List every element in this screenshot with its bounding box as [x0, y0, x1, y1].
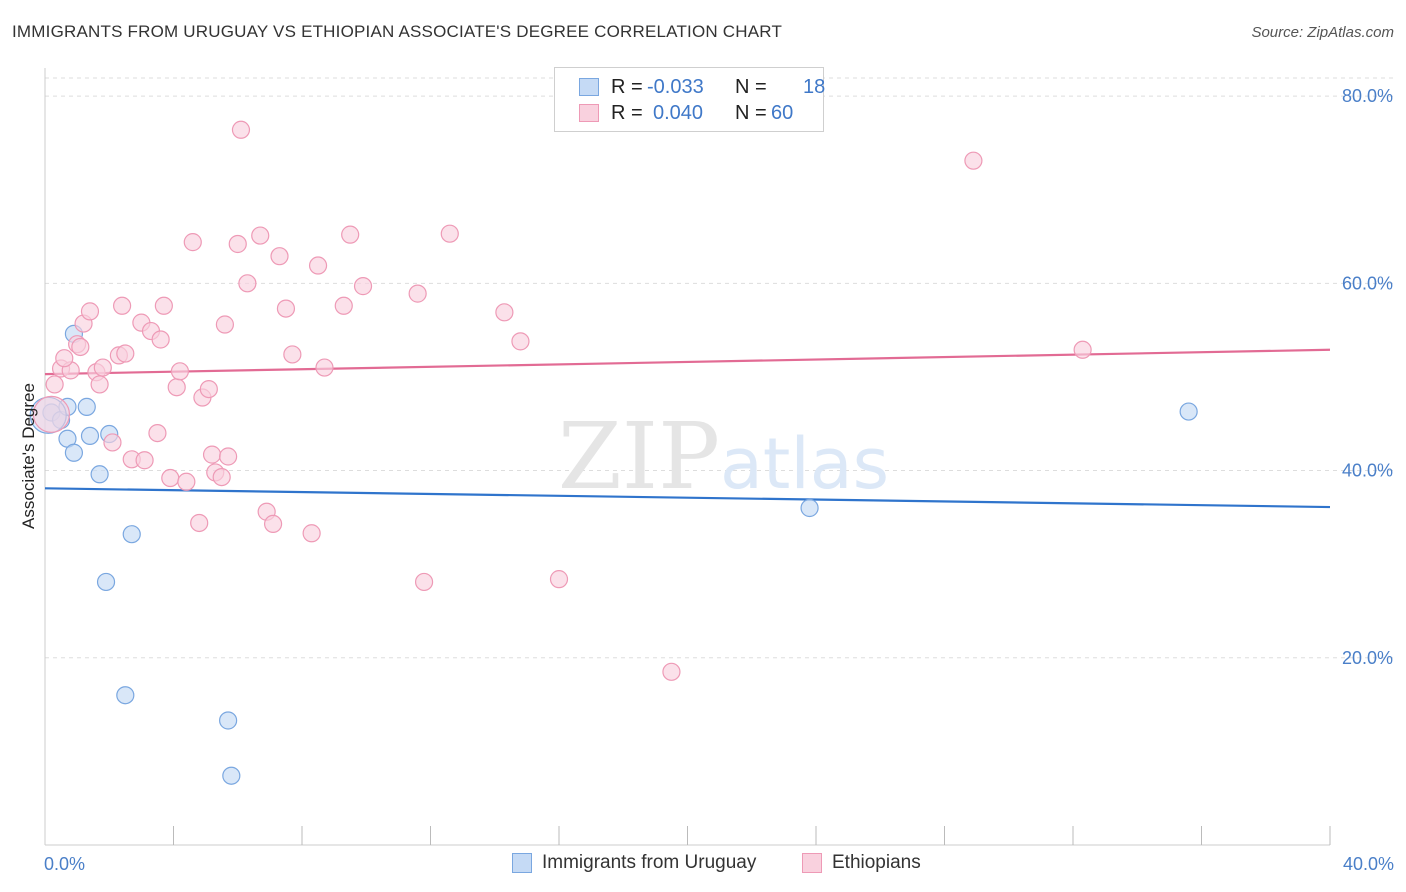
ethiopians-point-30 [202, 445, 222, 464]
ethiopians-point-7 [80, 302, 100, 321]
ethiopians-point-55 [549, 570, 569, 589]
chart-title: IMMIGRANTS FROM URUGUAY VS ETHIOPIAN ASS… [12, 22, 783, 41]
ethiopians-point-51 [414, 572, 434, 592]
uruguay-point-14 [222, 766, 241, 785]
uruguay-trend-line [44, 487, 1331, 509]
ethiopians-point-40 [263, 514, 283, 534]
ethiopians-point-35 [228, 234, 247, 254]
chart-source: Source: ZipAtlas.com [1251, 24, 1394, 41]
ethiopians-point-49 [353, 277, 373, 296]
ethiopians-point-11 [103, 433, 122, 452]
ethiopians-point-32 [212, 467, 231, 487]
y-axis-label: Associate's Degree [19, 383, 38, 529]
trend-lines [44, 348, 1331, 509]
legend-n-label: N = [735, 102, 767, 124]
uruguay-point-6 [80, 426, 100, 446]
legend-r-label: R = [611, 102, 643, 124]
ethiopians-point-46 [315, 358, 334, 377]
ethiopians-point-44 [302, 524, 321, 543]
y-tick-label-40: 40.0% [1342, 461, 1393, 481]
ethiopians-point-21 [154, 296, 173, 315]
uruguay-point-11 [96, 572, 116, 592]
bottom-legend-label-uruguay: Immigrants from Uruguay [542, 852, 757, 873]
uruguay-point-15 [800, 498, 819, 518]
ethiopians-point-10 [93, 358, 112, 377]
ethiopians-point-25 [177, 472, 196, 491]
ethiopians-point-43 [283, 345, 302, 364]
ethiopians-point-23 [167, 378, 186, 397]
uruguay-point-10 [122, 525, 141, 544]
ethiopians-point-19 [148, 423, 167, 443]
y-tick-label-20: 20.0% [1342, 648, 1393, 668]
ethiopians-point-56 [662, 662, 681, 681]
ethiopians-point-20 [151, 330, 170, 349]
ethiopians-point-34 [219, 447, 238, 466]
ethiopians-point-5 [71, 337, 90, 357]
ethiopians-point-41 [270, 247, 289, 266]
ethiopians-point-13 [116, 344, 135, 363]
legend-n-label: N = [735, 76, 767, 98]
ethiopians-point-52 [440, 224, 459, 243]
legend-swatch-blue [579, 78, 599, 96]
ethiopians-point-50 [408, 284, 427, 303]
axes [44, 68, 1331, 846]
ethiopians-point-37 [238, 274, 257, 293]
uruguay-point-8 [64, 443, 84, 462]
uruguay-point-9 [90, 465, 109, 484]
ethiopians-point-24 [170, 362, 190, 381]
ethiopians-point-36 [231, 120, 251, 139]
data-points [29, 120, 1198, 785]
ethiopians-point-29 [199, 379, 218, 399]
legend-r-value: 0.040 [653, 102, 704, 124]
legend-r-value: -0.033 [647, 76, 704, 98]
bottom-legend-swatch-blue [512, 853, 532, 873]
grid [45, 77, 1393, 659]
ethiopians-point-48 [341, 225, 360, 244]
ethiopians-point-53 [495, 303, 514, 322]
watermark-atlas: atlas [720, 423, 889, 505]
stats-legend: R = -0.033 N = 18 R = 0.040 N = 60 [554, 67, 826, 132]
y-tick-label-60: 60.0% [1342, 273, 1393, 293]
x-tick-label-min: 0.0% [44, 854, 85, 874]
legend-r-label: R = [611, 76, 643, 98]
ethiopians-point-54 [511, 332, 530, 351]
x-tick-labels: 0.0% 40.0% [44, 854, 1394, 874]
ethiopians-point-42 [276, 299, 296, 318]
ethiopians-point-45 [308, 256, 328, 275]
uruguay-point-16 [1179, 402, 1198, 421]
ethiopians-point-9 [90, 375, 109, 394]
legend-swatch-pink [579, 104, 599, 122]
uruguay-point-12 [116, 686, 135, 705]
ethiopians-point-59 [32, 395, 71, 433]
bottom-legend-swatch-pink [802, 853, 822, 873]
ethiopians-point-27 [190, 513, 209, 533]
bottom-legend-label-ethiopians: Ethiopians [832, 852, 921, 873]
x-tick-label-max: 40.0% [1343, 854, 1394, 874]
ethiopians-point-58 [1073, 340, 1092, 359]
ethiopians-point-0 [45, 375, 64, 394]
ethiopians-point-57 [964, 151, 983, 170]
legend-n-value: 18 [803, 76, 826, 98]
watermark-zip: ZIP [558, 403, 720, 510]
ethiopians-point-17 [135, 451, 154, 470]
y-tick-label-80: 80.0% [1342, 86, 1393, 106]
ethiopians-point-47 [334, 296, 353, 315]
ethiopians-point-26 [183, 233, 202, 252]
uruguay-point-5 [77, 397, 96, 416]
ethiopians-point-38 [251, 226, 270, 245]
watermark: ZIP atlas [558, 403, 889, 510]
legend-n-value: 60 [771, 102, 794, 124]
ethiopians-point-22 [161, 468, 180, 488]
ethiopians-point-33 [215, 315, 234, 334]
ethiopians-point-3 [55, 349, 74, 368]
ethiopians-trend-line [44, 348, 1331, 376]
uruguay-point-13 [219, 711, 238, 730]
y-tick-labels: 20.0% 40.0% 60.0% 80.0% [1342, 86, 1393, 668]
ethiopians-point-14 [112, 296, 132, 315]
